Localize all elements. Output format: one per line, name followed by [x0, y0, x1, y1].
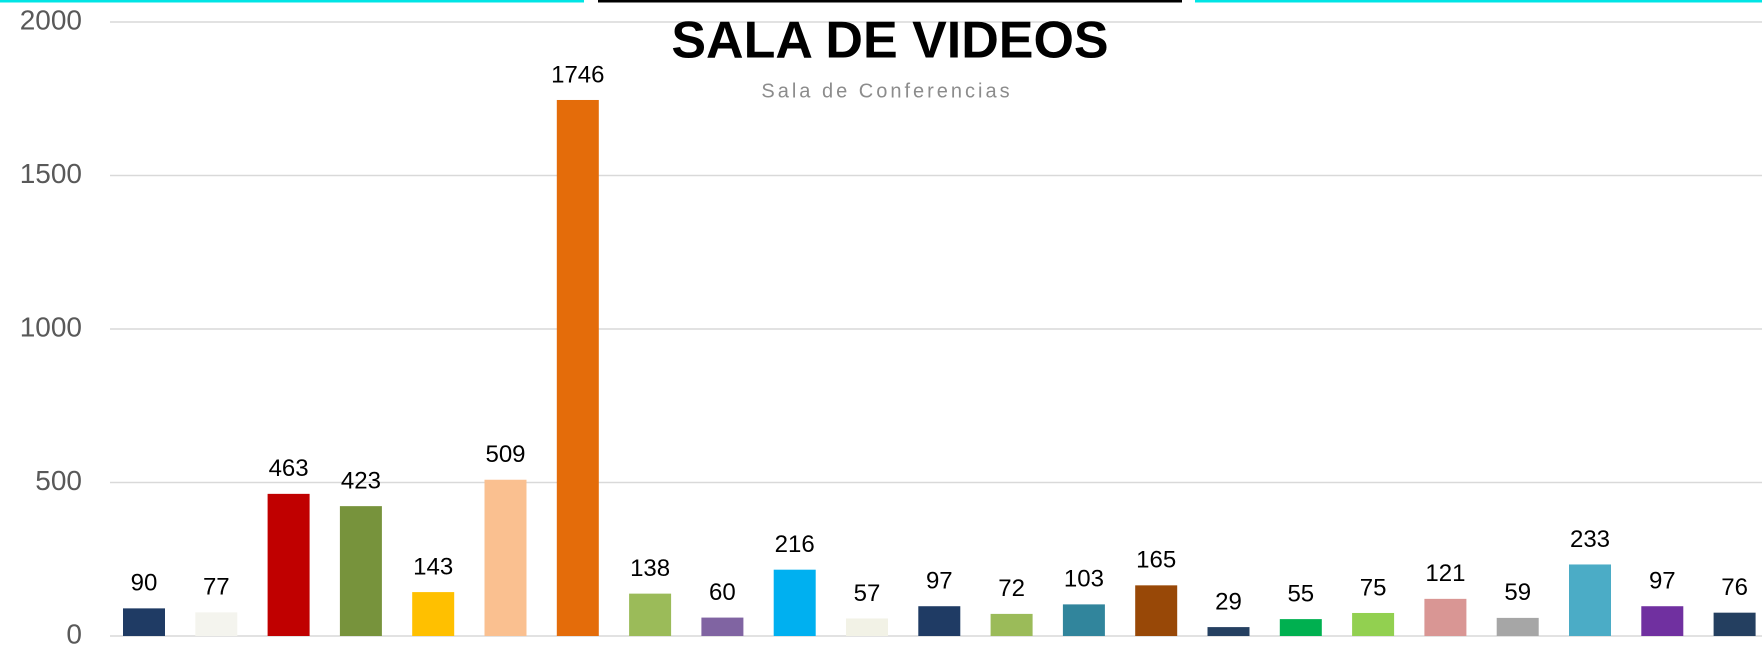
value-label: 423 — [341, 467, 381, 494]
bar — [990, 613, 1033, 636]
bar — [701, 617, 744, 636]
bar — [846, 618, 888, 636]
value-label: 463 — [269, 455, 309, 482]
chart-subtitle: Sala de Conferencias — [761, 80, 1012, 102]
value-label: 90 — [131, 570, 158, 597]
bar — [1352, 612, 1395, 636]
y-tick-label: 2000 — [20, 4, 82, 35]
value-label: 29 — [1215, 588, 1242, 615]
value-label: 143 — [413, 553, 453, 580]
bar — [1135, 585, 1178, 636]
bar — [1062, 604, 1105, 636]
bar — [123, 608, 165, 636]
y-tick-label: 500 — [35, 465, 82, 496]
value-label: 233 — [1570, 526, 1610, 553]
y-tick-label: 1000 — [20, 311, 82, 342]
value-label: 509 — [485, 441, 525, 468]
bar — [195, 612, 238, 636]
value-label: 57 — [854, 580, 881, 607]
bar — [484, 479, 527, 636]
bar — [918, 606, 961, 636]
value-label: 75 — [1360, 574, 1387, 601]
value-label: 55 — [1287, 580, 1314, 607]
value-label: 77 — [203, 574, 230, 601]
bar — [556, 99, 599, 636]
bar — [1424, 598, 1467, 636]
bar — [1713, 612, 1756, 636]
plot-area: 0 500 1000 1500 2000 90 77 463 423 143 509 1746 138 6… — [20, 4, 1762, 647]
bar — [629, 593, 672, 636]
value-label: 59 — [1504, 579, 1531, 606]
bar — [339, 506, 382, 636]
value-label: 97 — [926, 568, 953, 595]
value-label: 165 — [1136, 547, 1176, 574]
value-label: 1746 — [551, 61, 604, 88]
bar — [1569, 564, 1611, 636]
value-label: 121 — [1425, 560, 1465, 587]
value-label: 103 — [1064, 566, 1104, 593]
value-label: 138 — [630, 555, 670, 582]
value-label: 76 — [1721, 574, 1748, 601]
bar — [1496, 617, 1539, 636]
bar — [267, 493, 310, 636]
chart-title: SALA DE VIDEOS — [671, 12, 1108, 70]
value-label: 72 — [998, 575, 1025, 602]
y-tick-label: 0 — [66, 618, 82, 647]
bar — [412, 592, 455, 636]
bar — [1207, 627, 1250, 636]
y-tick-label: 1500 — [20, 158, 82, 189]
value-label: 60 — [709, 579, 736, 606]
bar — [1279, 619, 1322, 636]
bar — [1641, 606, 1684, 636]
bar — [773, 569, 816, 636]
value-label: 97 — [1649, 568, 1676, 595]
value-label: 216 — [775, 531, 815, 558]
